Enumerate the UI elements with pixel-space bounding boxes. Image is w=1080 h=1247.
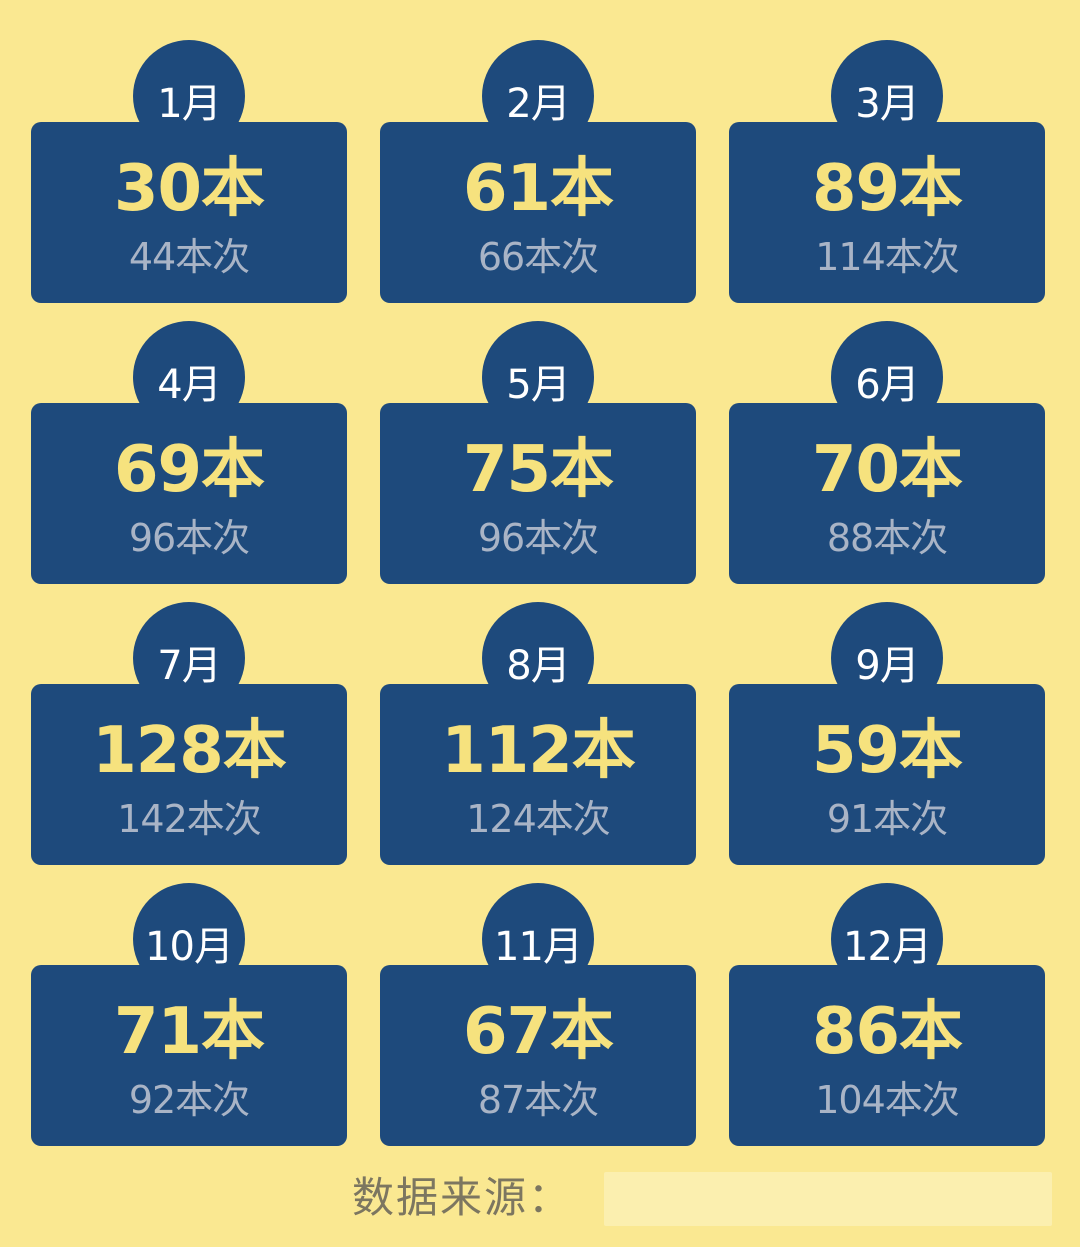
month-card-sep: 9月 59本 91本次 bbox=[729, 602, 1045, 865]
month-card-dec: 12月 86本 104本次 bbox=[729, 883, 1045, 1146]
month-card-nov: 11月 67本 87本次 bbox=[380, 883, 696, 1146]
card-panel bbox=[729, 684, 1045, 865]
month-label: 2月 bbox=[506, 81, 570, 127]
borrow-times: 96本次 bbox=[477, 516, 599, 560]
data-source-label: 数据来源： bbox=[352, 1173, 573, 1222]
borrow-times: 104本次 bbox=[815, 1078, 960, 1122]
borrow-times: 66本次 bbox=[477, 235, 599, 279]
month-label: 9月 bbox=[855, 643, 919, 689]
card-panel bbox=[380, 965, 696, 1146]
month-label: 10月 bbox=[145, 924, 234, 970]
card-panel bbox=[31, 403, 347, 584]
borrow-times: 88本次 bbox=[826, 516, 948, 560]
month-card-apr: 4月 69本 96本次 bbox=[31, 321, 347, 584]
month-card-oct: 10月 71本 92本次 bbox=[31, 883, 347, 1146]
month-label: 11月 bbox=[494, 924, 583, 970]
books-count: 30本 bbox=[113, 152, 265, 226]
books-count: 69本 bbox=[113, 433, 265, 507]
month-card-jun: 6月 70本 88本次 bbox=[729, 321, 1045, 584]
borrow-times: 142本次 bbox=[117, 797, 262, 841]
month-card-may: 5月 75本 96本次 bbox=[380, 321, 696, 584]
month-card-jan: 1月 30本 44本次 bbox=[31, 40, 347, 303]
month-label: 12月 bbox=[843, 924, 932, 970]
books-count: 59本 bbox=[811, 714, 963, 788]
books-count: 75本 bbox=[462, 433, 614, 507]
books-count: 70本 bbox=[811, 433, 963, 507]
card-panel bbox=[31, 684, 347, 865]
books-count: 71本 bbox=[113, 995, 265, 1069]
card-panel bbox=[380, 403, 696, 584]
month-card-jul: 7月 128本 142本次 bbox=[31, 602, 347, 865]
month-label: 3月 bbox=[855, 81, 919, 127]
borrow-times: 114本次 bbox=[815, 235, 960, 279]
month-label: 4月 bbox=[157, 362, 221, 408]
month-card-grid: 1月 30本 44本次 2月 61本 66本次 3月 89本 114本次 4月 … bbox=[31, 40, 1045, 1146]
books-count: 112本 bbox=[441, 714, 636, 788]
borrow-times: 87本次 bbox=[477, 1078, 599, 1122]
month-label: 6月 bbox=[855, 362, 919, 408]
borrow-times: 96本次 bbox=[128, 516, 250, 560]
books-count: 86本 bbox=[811, 995, 963, 1069]
borrow-times: 124本次 bbox=[466, 797, 611, 841]
month-label: 5月 bbox=[506, 362, 570, 408]
card-panel bbox=[31, 965, 347, 1146]
books-count: 128本 bbox=[92, 714, 287, 788]
borrow-times: 44本次 bbox=[128, 235, 250, 279]
books-count: 67本 bbox=[462, 995, 614, 1069]
books-count: 61本 bbox=[462, 152, 614, 226]
redacted-source-area bbox=[604, 1172, 1052, 1226]
card-panel bbox=[380, 122, 696, 303]
month-label: 7月 bbox=[157, 643, 221, 689]
card-panel bbox=[380, 684, 696, 865]
card-panel bbox=[729, 122, 1045, 303]
month-card-mar: 3月 89本 114本次 bbox=[729, 40, 1045, 303]
month-label: 8月 bbox=[506, 643, 570, 689]
card-panel bbox=[729, 403, 1045, 584]
borrow-times: 91本次 bbox=[826, 797, 948, 841]
month-card-feb: 2月 61本 66本次 bbox=[380, 40, 696, 303]
month-label: 1月 bbox=[157, 81, 221, 127]
month-card-aug: 8月 112本 124本次 bbox=[380, 602, 696, 865]
borrow-times: 92本次 bbox=[128, 1078, 250, 1122]
books-count: 89本 bbox=[811, 152, 963, 226]
card-panel bbox=[729, 965, 1045, 1146]
card-panel bbox=[31, 122, 347, 303]
